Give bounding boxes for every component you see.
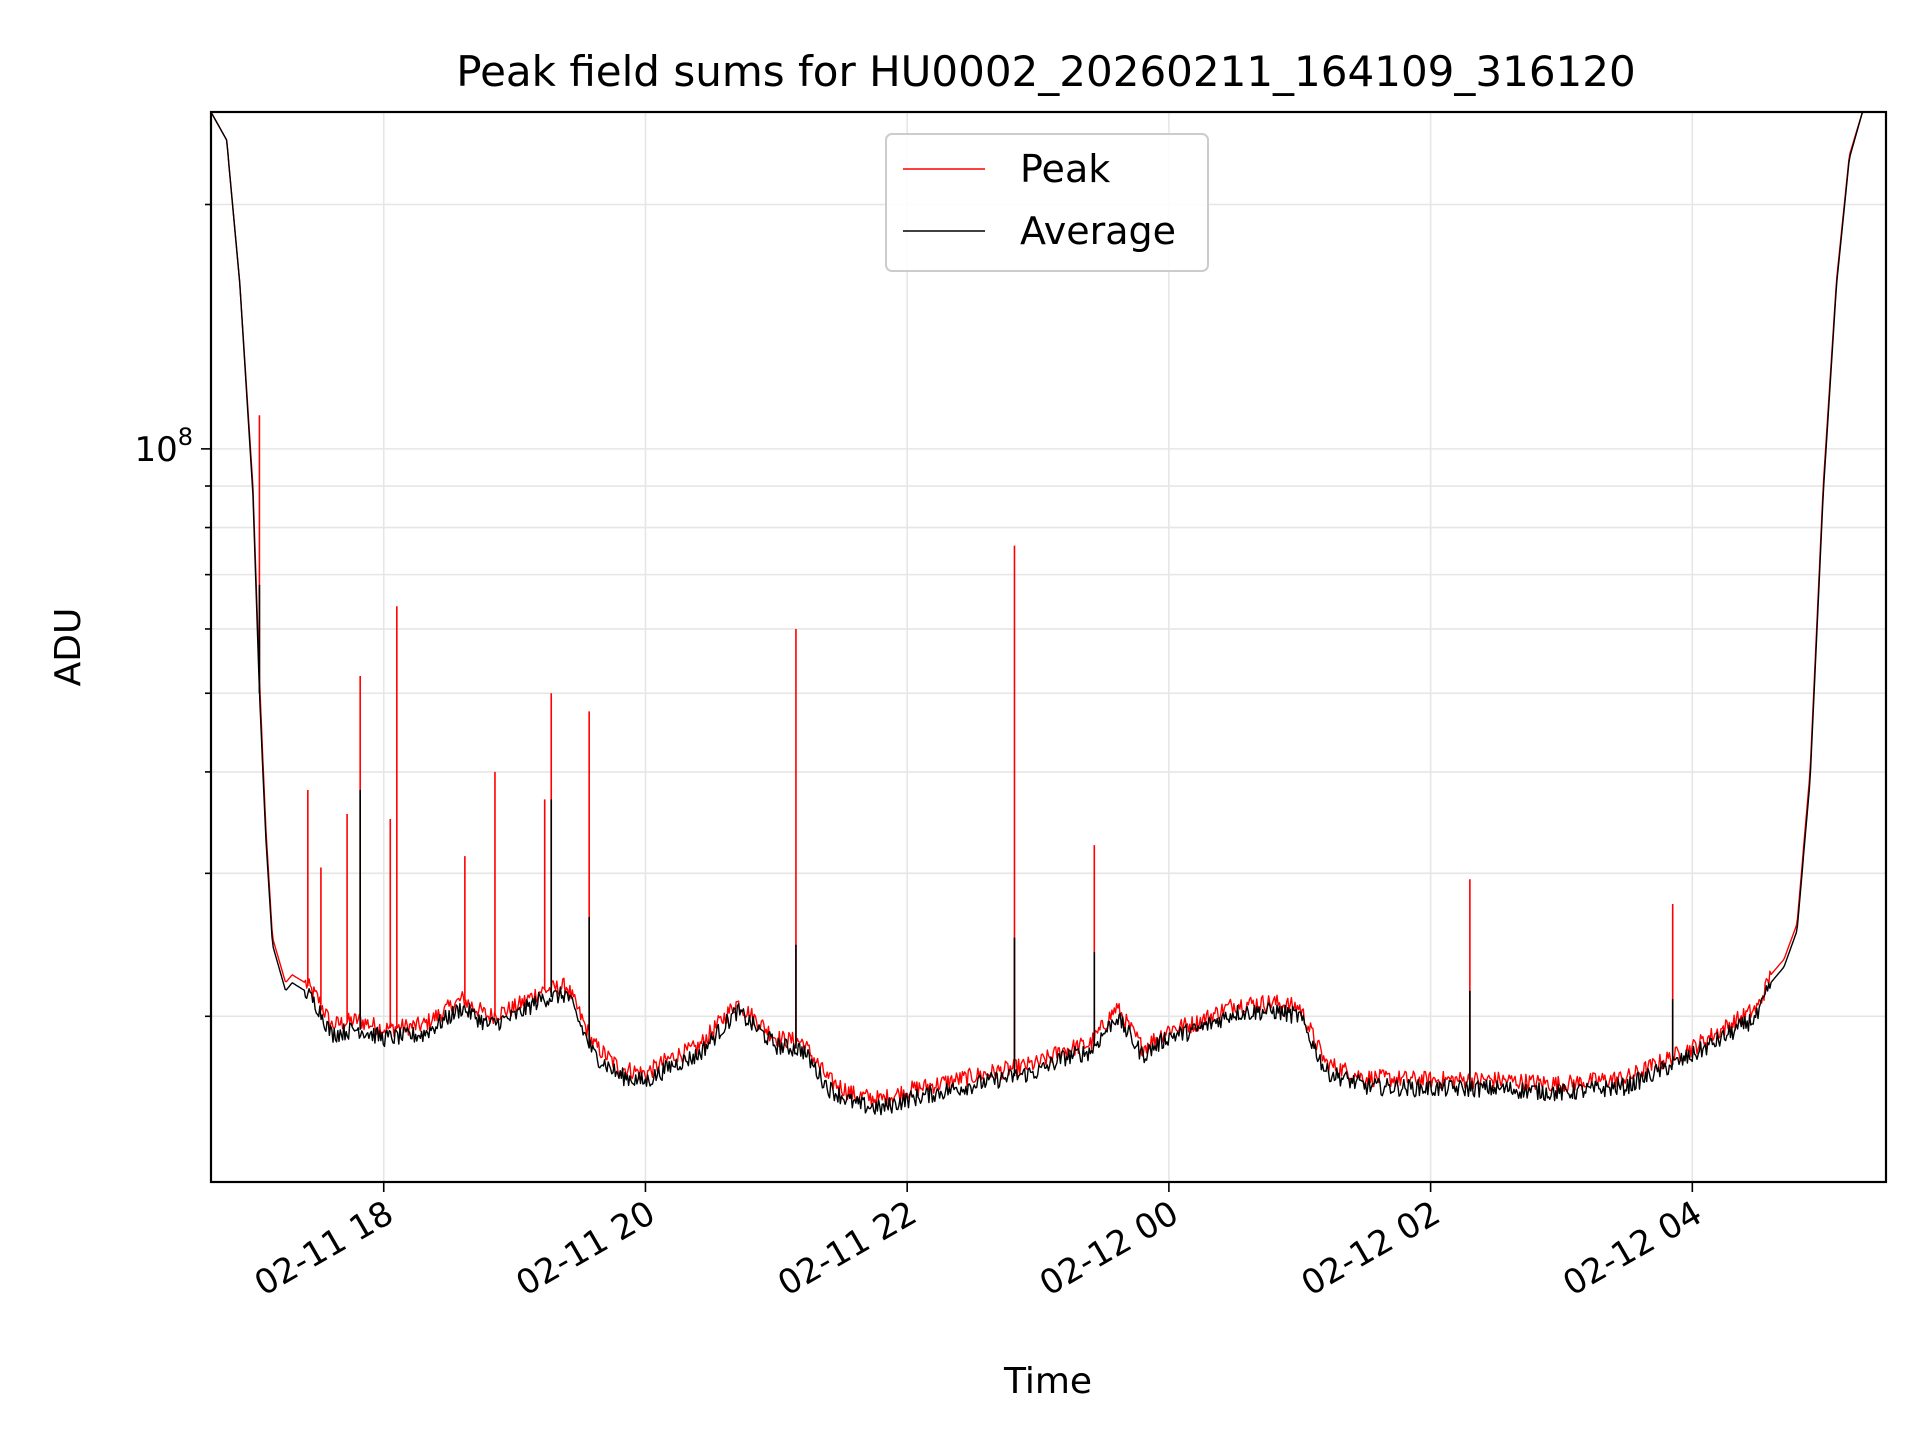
series-layer (210, 111, 1886, 1116)
series-line-average (210, 111, 1886, 1116)
y-axis-label: ADU (48, 608, 89, 687)
chart-title: Peak field sums for HU0002_20260211_1641… (456, 47, 1635, 96)
x-axis-label: Time (1003, 1361, 1092, 1402)
legend-average-label: Average (1020, 209, 1176, 253)
y-tick-base: 10 (134, 430, 177, 470)
legend-peak-label: Peak (1020, 147, 1110, 191)
y-tick-label: 108 (134, 423, 193, 470)
plot-frame (209, 110, 1888, 1184)
y-tick-exponent: 8 (178, 423, 193, 451)
series-average (210, 111, 1886, 1116)
legend: Peak Average (885, 133, 1209, 272)
